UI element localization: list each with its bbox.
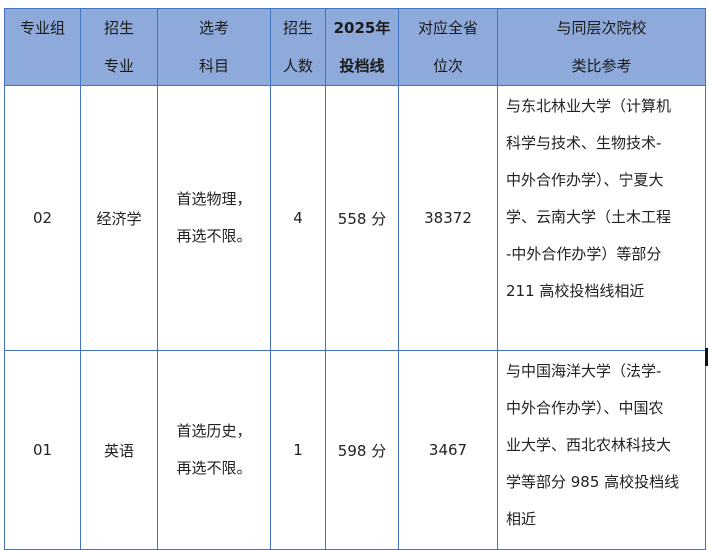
count-cell: 4 [270,85,326,351]
header-rank: 对应全省 位次 [398,8,498,86]
header-score: 2025年 投档线 [325,8,399,86]
text-cursor [705,348,708,366]
admission-table: 专业组 招生 专业 选考 科目 招生 人数 2025年 投档线 对应全省 位次 与同层次院… [4,8,706,550]
major-cell: 英语 [80,350,158,550]
subjects-cell: 首选物理， 再选不限。 [157,85,271,351]
header-group: 专业组 [4,8,81,86]
rank-cell: 38372 [398,85,498,351]
table-row: 01 英语 首选历史， 再选不限。 1 598 分 3467 与中国海洋大学（法学… [4,350,706,550]
group-cell: 01 [4,350,81,550]
header-row: 专业组 招生 专业 选考 科目 招生 人数 2025年 投档线 对应全省 位次 与同层次院… [4,8,706,86]
subjects-cell: 首选历史， 再选不限。 [157,350,271,550]
count-cell: 1 [270,350,326,550]
header-major: 招生 专业 [80,8,158,86]
header-count: 招生 人数 [270,8,326,86]
reference-cell: 与东北林业大学（计算机 科学与技术、生物技术- 中外合作办学）、宁夏大 学、云南大学（… [497,85,706,351]
rank-cell: 3467 [398,350,498,550]
score-cell: 598 分 [325,350,399,550]
group-cell: 02 [4,85,81,351]
reference-cell: 与中国海洋大学（法学- 中外合作办学）、中国农 业大学、西北农林科技大 学等部分 98… [497,350,706,550]
header-subjects: 选考 科目 [157,8,271,86]
major-cell: 经济学 [80,85,158,351]
score-cell: 558 分 [325,85,399,351]
table-row: 02 经济学 首选物理， 再选不限。 4 558 分 38372 与东北林业大学（… [4,85,706,351]
header-reference: 与同层次院校 类比参考 [497,8,706,86]
